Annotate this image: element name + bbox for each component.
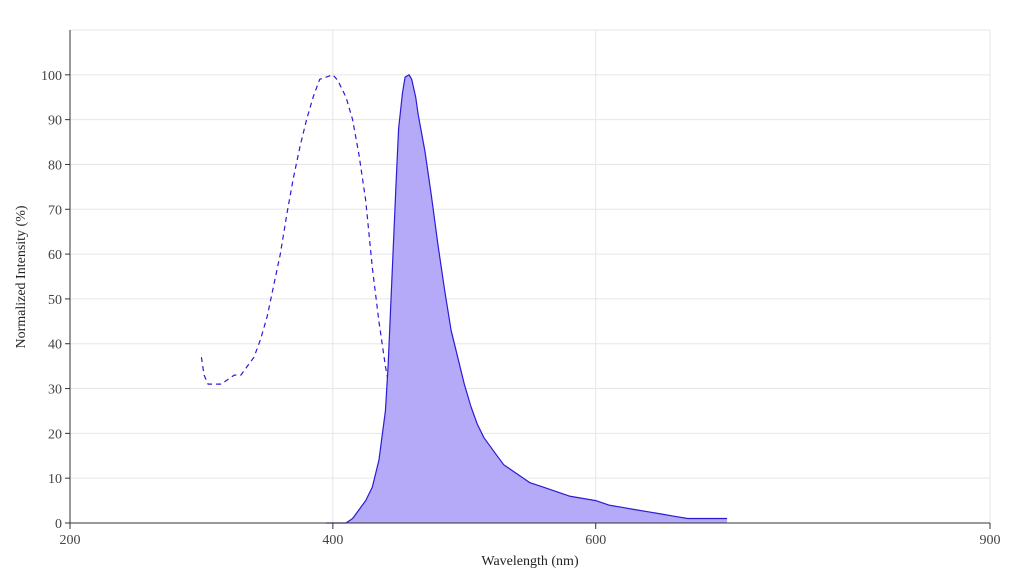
y-tick-label: 10: [48, 472, 62, 487]
series-group: [200, 74, 728, 524]
y-tick-label: 80: [48, 158, 62, 173]
x-tick-label: 900: [980, 533, 1001, 548]
y-tick-label: 0: [55, 517, 62, 532]
y-tick-label: 70: [48, 203, 62, 218]
y-tick-label: 20: [48, 427, 62, 442]
y-tick-label: 60: [48, 248, 62, 263]
y-tick-label: 90: [48, 114, 62, 129]
grid: [70, 29, 991, 523]
x-tick-label: 600: [585, 533, 606, 548]
emission-area-fill: [326, 74, 728, 524]
axes: 0 10 20 30 40 50 60 70 80 90 100 200 400 600 900: [41, 30, 1001, 548]
y-tick-label: 40: [48, 338, 62, 353]
y-tick-label: 50: [48, 293, 62, 308]
x-tick-label: 400: [322, 533, 343, 548]
y-tick-label: 100: [41, 69, 62, 84]
emission-line: [326, 74, 728, 524]
x-axis-label: Wavelength (nm): [481, 554, 579, 569]
y-axis-label: Normalized Intensity (%): [14, 205, 29, 348]
y-tick-label: 30: [48, 383, 62, 398]
x-tick-label: 200: [60, 533, 81, 548]
